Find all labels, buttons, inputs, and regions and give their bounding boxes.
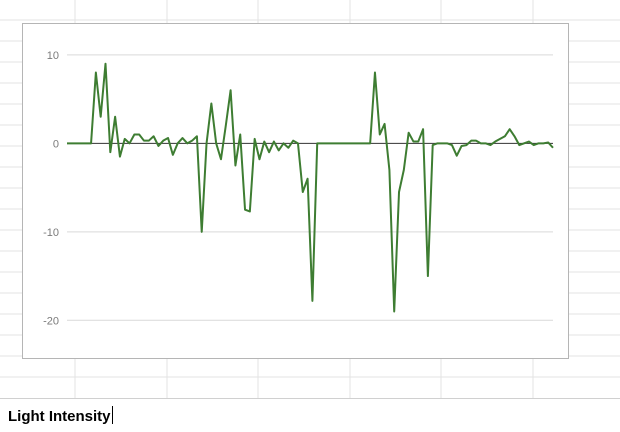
text-cursor <box>111 406 113 424</box>
cell-editor[interactable]: Light Intensity <box>0 398 620 431</box>
cell-editor-text: Light Intensity <box>8 408 111 425</box>
y-tick-label-2: -10 <box>43 227 59 239</box>
y-tick-label-0: 10 <box>47 50 59 62</box>
y-tick-label-3: -20 <box>43 315 59 327</box>
chart-plot-area: 10 0 -10 -20 <box>43 50 554 327</box>
series-line-0[interactable] <box>67 62 554 313</box>
y-tick-label-1: 0 <box>53 138 59 150</box>
line-chart[interactable]: 10 0 -10 -20 <box>22 23 569 359</box>
